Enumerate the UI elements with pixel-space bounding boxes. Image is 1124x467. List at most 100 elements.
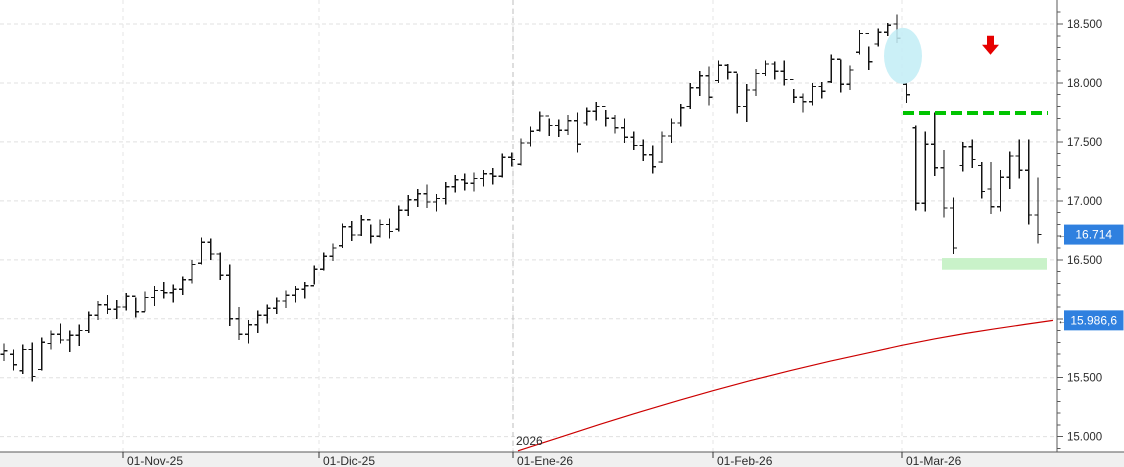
price-bar xyxy=(141,291,149,313)
x-axis-label: 01-Feb-26 xyxy=(717,454,773,467)
price-bar xyxy=(329,243,337,261)
price-bar xyxy=(620,118,628,144)
price-bar xyxy=(94,301,102,320)
price-bar xyxy=(818,81,826,99)
price-bar xyxy=(705,66,713,106)
price-bar xyxy=(0,343,8,362)
price-bar xyxy=(931,112,939,177)
price-bar xyxy=(207,238,215,260)
price-bar xyxy=(602,105,610,127)
marker-arrow-icon: ← xyxy=(1058,230,1068,241)
price-bar xyxy=(996,170,1004,212)
price-bar xyxy=(442,181,450,205)
y-axis-label: 15.500 xyxy=(1067,373,1102,385)
price-bar xyxy=(827,54,835,83)
price-bar xyxy=(216,252,224,280)
price-bar xyxy=(263,304,271,324)
price-badge xyxy=(1064,224,1124,245)
ohlc-bars[interactable] xyxy=(0,14,1042,382)
price-bar xyxy=(949,197,957,254)
price-bar xyxy=(658,131,666,164)
price-bar xyxy=(799,93,807,113)
price-bar xyxy=(226,264,234,326)
price-bar xyxy=(733,71,741,114)
price-bar xyxy=(884,22,892,36)
x-axis-label: 01-Ene-26 xyxy=(517,454,573,467)
price-bar xyxy=(526,126,534,147)
price-bar xyxy=(771,61,779,80)
support-band xyxy=(942,258,1047,270)
price-bar xyxy=(291,285,299,303)
price-bar xyxy=(56,323,64,344)
support-zone xyxy=(942,258,1047,270)
price-bar xyxy=(479,170,487,187)
price-bar xyxy=(743,84,751,122)
price-marker: ← 15.986,6 xyxy=(1058,310,1124,331)
price-badge-label: 16.714 xyxy=(1075,228,1112,242)
y-axis-label: 16.500 xyxy=(1067,255,1102,267)
price-bar xyxy=(677,104,685,127)
y-axis-label: 18.500 xyxy=(1067,19,1102,31)
price-bar xyxy=(940,150,948,218)
price-bar xyxy=(686,82,694,109)
price-bar xyxy=(75,324,83,346)
marker-arrow-icon: ← xyxy=(1058,316,1068,327)
price-bar xyxy=(1025,139,1033,225)
price-badge xyxy=(1064,310,1124,331)
year-label: 2026 xyxy=(516,434,543,448)
price-bar xyxy=(451,174,459,193)
price-bar xyxy=(461,173,469,191)
price-bar xyxy=(38,337,46,371)
price-bar xyxy=(761,60,769,76)
price-bar xyxy=(150,285,158,306)
price-bar xyxy=(348,220,356,241)
price-bar xyxy=(667,118,675,144)
price-bar xyxy=(254,310,262,333)
price-bar xyxy=(197,237,205,265)
price-bar xyxy=(395,205,403,232)
moving-average-path xyxy=(517,319,1054,452)
price-bar xyxy=(714,60,722,83)
price-bar xyxy=(498,153,506,178)
price-bar xyxy=(921,131,929,212)
price-badge-label: 15.986,6 xyxy=(1070,313,1117,327)
price-bar xyxy=(780,60,788,86)
price-bar xyxy=(592,101,600,121)
price-bar xyxy=(583,107,591,126)
sell-arrow-icon xyxy=(982,35,999,55)
price-bar xyxy=(837,58,845,93)
price-bar xyxy=(404,194,412,217)
price-badges: ← 16.714← 15.986,6 xyxy=(1058,224,1124,331)
price-bar xyxy=(874,28,882,47)
price-bar xyxy=(1006,151,1014,190)
price-bar xyxy=(555,119,563,138)
price-bar xyxy=(414,189,422,207)
price-bar xyxy=(169,284,177,303)
y-axis-label: 15.000 xyxy=(1067,432,1102,444)
price-bar xyxy=(320,252,328,271)
price-bar xyxy=(808,82,816,106)
price-bar xyxy=(649,145,657,174)
price-bar xyxy=(85,311,93,333)
x-axis-label: 01-Mar-26 xyxy=(906,454,962,467)
price-bar xyxy=(423,184,431,208)
price-bar xyxy=(310,265,318,287)
price-bar xyxy=(113,299,121,319)
x-axis-label: 01-Nov-25 xyxy=(127,454,183,467)
price-bar xyxy=(357,215,365,237)
time-axis[interactable]: 01-Nov-25 01-Dic-25 01-Ene-26 01-Feb-26 01-M… xyxy=(0,451,1124,467)
y-axis-label: 17.000 xyxy=(1067,196,1102,208)
price-bar xyxy=(902,82,910,103)
price-bar xyxy=(301,282,309,299)
chart-annotations: 2026 xyxy=(516,27,1048,448)
price-bar xyxy=(564,114,572,135)
price-marker: ← 16.714 xyxy=(1058,224,1124,245)
price-bar xyxy=(545,115,553,137)
price-bar xyxy=(724,64,732,80)
price-bar xyxy=(273,297,281,315)
price-bar xyxy=(508,152,516,167)
price-bar xyxy=(846,65,854,91)
price-bar xyxy=(432,193,440,212)
price-bar xyxy=(385,218,393,239)
